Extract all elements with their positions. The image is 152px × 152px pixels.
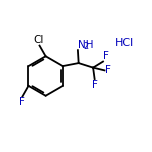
Text: F: F — [104, 51, 109, 61]
Text: 2: 2 — [83, 42, 88, 51]
Text: HCl: HCl — [115, 38, 134, 48]
Text: F: F — [105, 65, 111, 75]
Text: F: F — [19, 97, 25, 107]
Text: F: F — [92, 80, 98, 90]
Text: NH: NH — [78, 40, 94, 50]
Text: Cl: Cl — [34, 35, 44, 45]
